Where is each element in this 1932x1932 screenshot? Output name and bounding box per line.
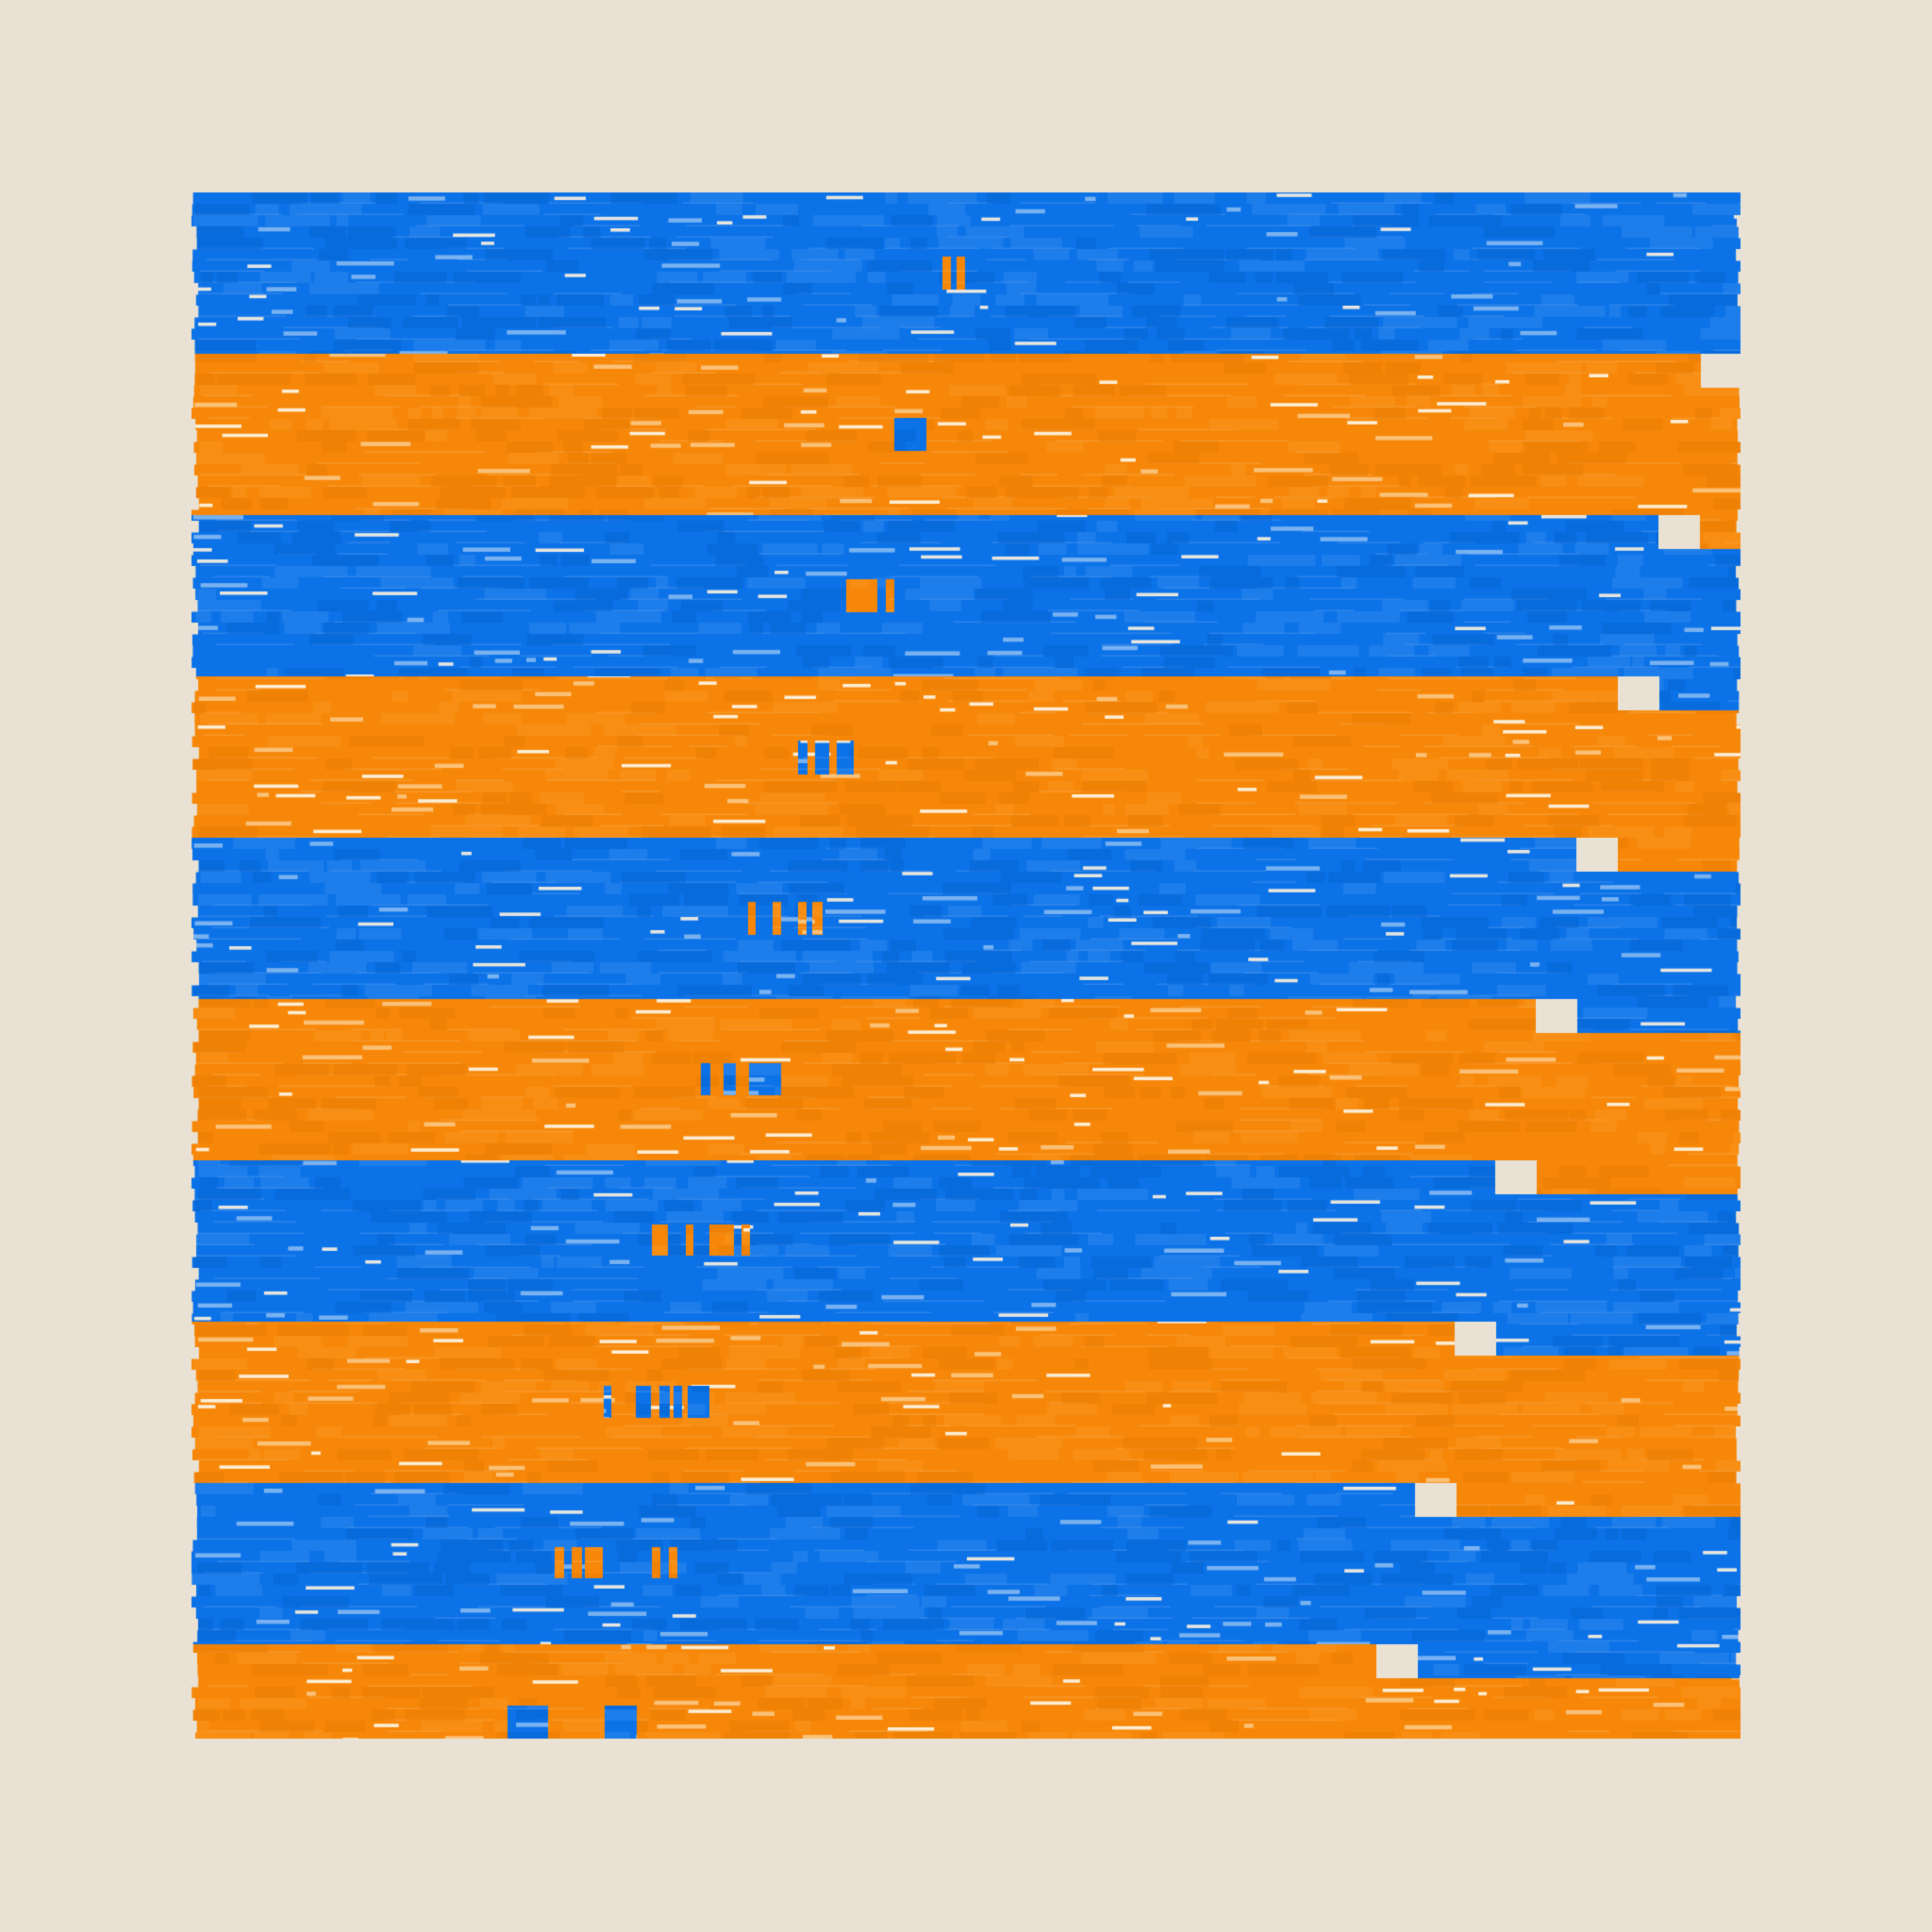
generative-stripes-canvas (0, 0, 1932, 1932)
artwork-frame (0, 0, 1932, 1932)
